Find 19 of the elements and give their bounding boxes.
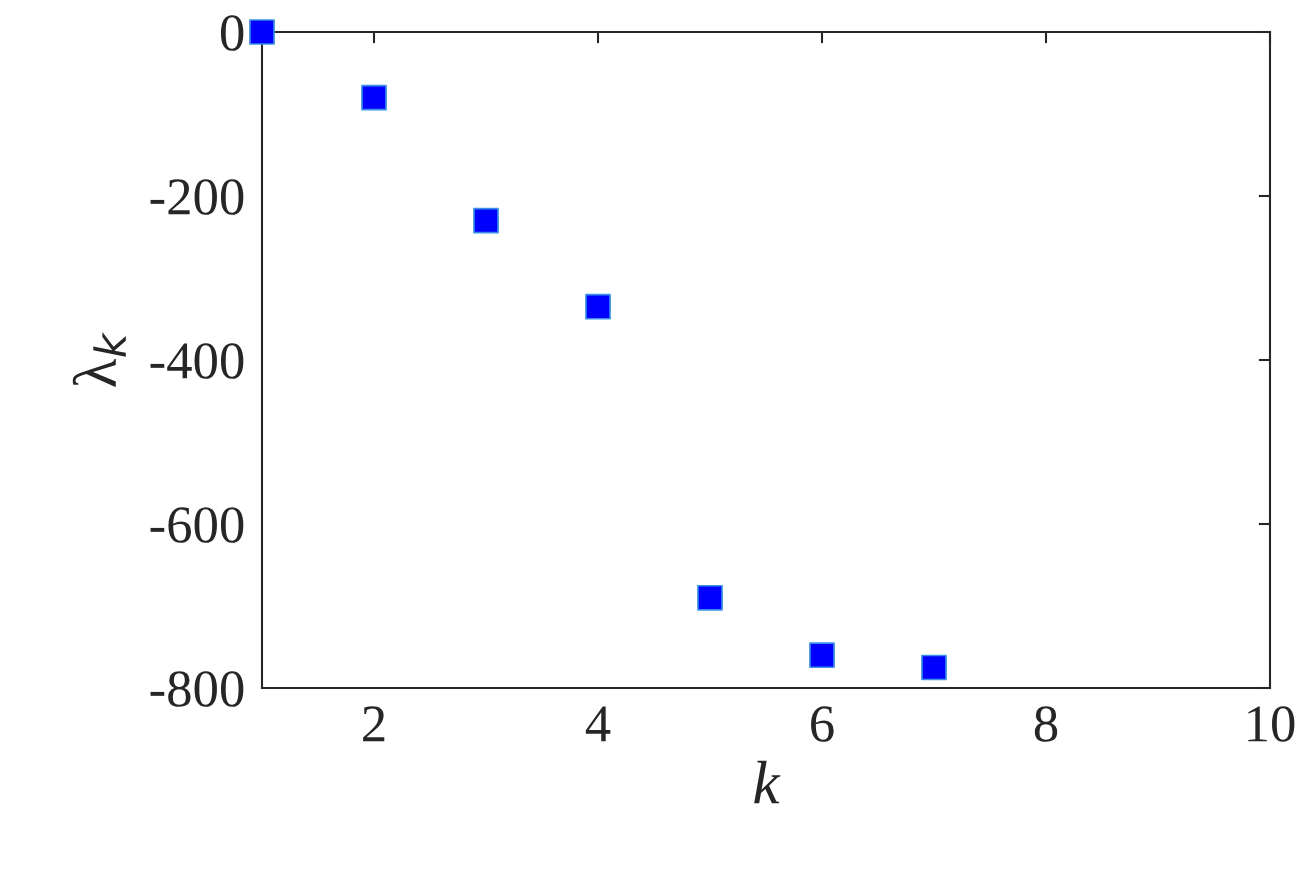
x-tick-label: 4 (585, 706, 611, 742)
y-tick-label: -600 (150, 507, 244, 543)
point (921, 654, 947, 681)
x-tick-label: 10 (1248, 706, 1295, 742)
y-tick-label: -800 (150, 671, 244, 707)
point (585, 293, 611, 320)
x-tick-label: 6 (811, 706, 834, 742)
point (249, 19, 275, 45)
x-tick-label: 2 (363, 706, 385, 742)
y-axis-title: λ$_{k}$ (72, 332, 126, 387)
point (697, 584, 723, 611)
point (809, 642, 835, 669)
y-tick-label: 0 (220, 15, 244, 51)
x-tick-label: 8 (1034, 706, 1058, 742)
y-tick-label: -200 (150, 179, 244, 215)
x-axis-title: k (754, 760, 781, 804)
y-tick-label: -400 (150, 343, 244, 379)
point (473, 207, 499, 234)
point (361, 84, 387, 111)
